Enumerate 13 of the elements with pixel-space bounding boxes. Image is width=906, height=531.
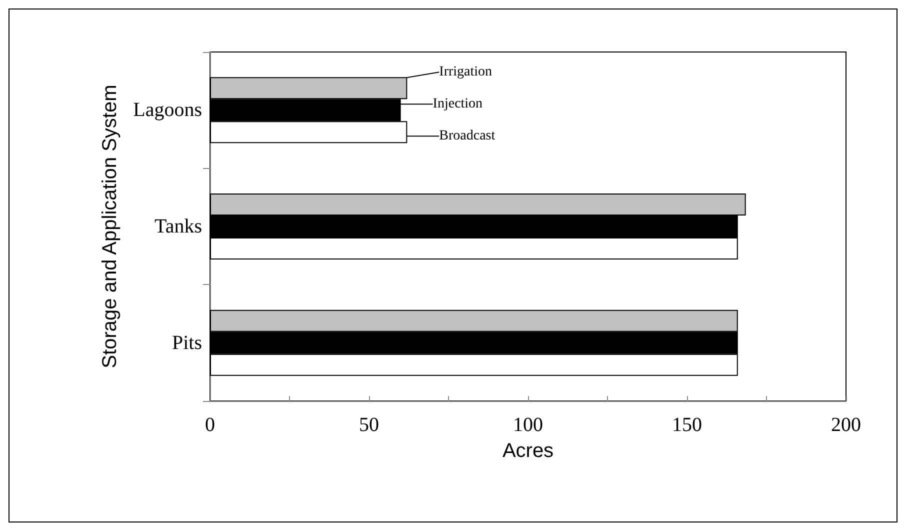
- x-tick-label: 150: [672, 414, 702, 436]
- x-tick-label: 0: [205, 414, 215, 436]
- legend-label: Injection: [432, 96, 483, 112]
- legend-label: Broadcast: [439, 128, 496, 144]
- y-tick-label: Tanks: [154, 216, 202, 238]
- y-tick-label: Lagoons: [133, 99, 202, 122]
- x-axis-title: Acres: [502, 440, 554, 462]
- x-tick-label: 50: [359, 414, 379, 436]
- legend-label: Irrigation: [439, 64, 492, 80]
- x-tick-label: 200: [831, 414, 861, 436]
- y-tick-label: Pits: [172, 332, 202, 354]
- x-tick-label: 100: [513, 414, 543, 436]
- y-axis-title: Storage and Application System: [99, 84, 121, 368]
